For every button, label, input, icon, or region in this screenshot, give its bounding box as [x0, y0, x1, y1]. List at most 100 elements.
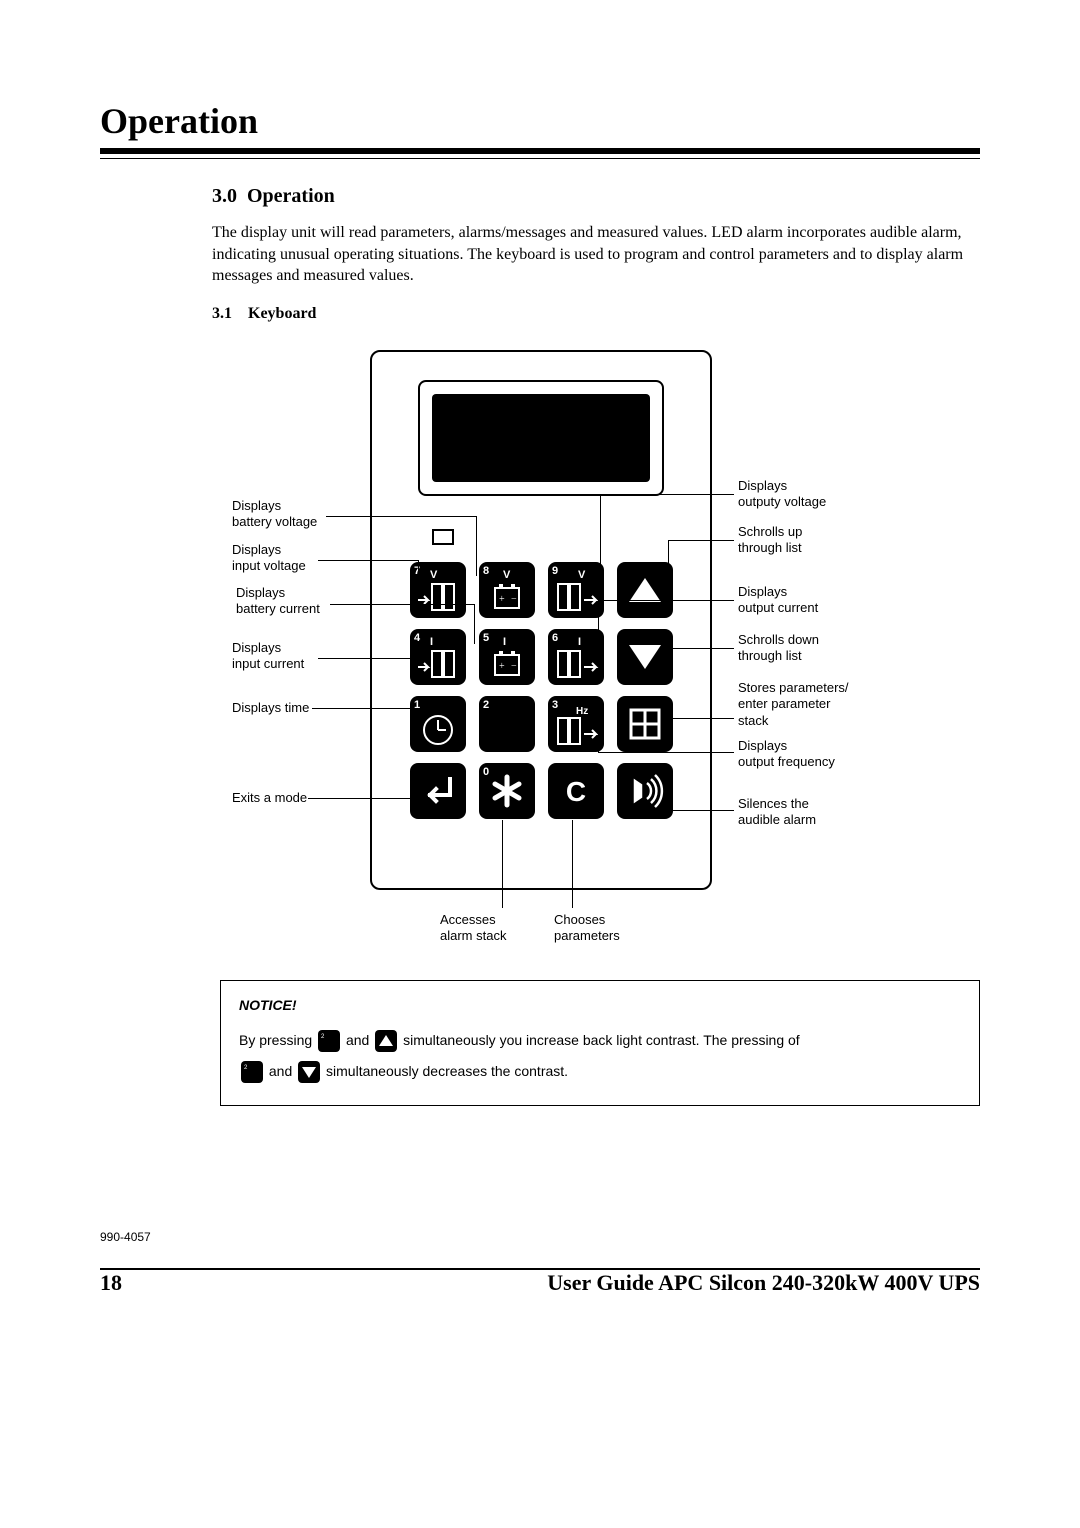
key-0-alarm-stack[interactable]: 0 [479, 763, 535, 819]
leader-line [600, 494, 734, 495]
callout-battery-voltage: Displays battery voltage [232, 498, 317, 531]
key-1-time[interactable]: 1 [410, 696, 466, 752]
doc-number: 990-4057 [100, 1230, 151, 1244]
svg-text:2: 2 [244, 1065, 248, 1071]
key-up[interactable] [617, 562, 673, 618]
leader-line [318, 560, 418, 561]
svg-text:V: V [430, 569, 438, 581]
page-number: 18 [100, 1270, 122, 1296]
svg-text:V: V [503, 569, 511, 581]
output-arrow-icon: V [548, 562, 604, 618]
leader-line [668, 540, 734, 541]
leader-line [600, 494, 601, 572]
key-c-choose[interactable]: C [548, 763, 604, 819]
section-paragraph: The display unit will read parameters, a… [212, 222, 972, 287]
leader-line [502, 820, 503, 908]
key-2[interactable]: 2 [479, 696, 535, 752]
callout-choose: Chooses parameters [554, 912, 620, 945]
callout-output-voltage: Displays outputy voltage [738, 478, 826, 511]
battery-icon: I+− [479, 629, 535, 685]
key-enter[interactable] [410, 763, 466, 819]
rule-thick [100, 148, 980, 154]
callout-scroll-up: Schrolls up through list [738, 524, 802, 557]
key-down[interactable] [617, 629, 673, 685]
leader-line [668, 810, 734, 811]
leader-line [598, 600, 734, 601]
callout-output-current: Displays output current [738, 584, 818, 617]
output-arrow-icon: I [548, 629, 604, 685]
arrow-up-icon [617, 562, 673, 618]
battery-icon: V +− [479, 562, 535, 618]
key-6-output-current[interactable]: 6 I [548, 629, 604, 685]
section-title: Operation [247, 185, 335, 207]
keypad: 7 V 8 V+− 9 V 4 I 5 I+− [410, 562, 672, 824]
leader-line [668, 792, 669, 810]
callout-scroll-down: Schrolls down through list [738, 632, 819, 665]
leader-line [598, 752, 734, 753]
svg-text:Hz: Hz [576, 706, 588, 717]
leader-line [572, 820, 573, 908]
minikey-up [375, 1030, 397, 1052]
svg-text:V: V [578, 569, 586, 581]
svg-text:2: 2 [321, 1034, 325, 1040]
key-store[interactable] [617, 696, 673, 752]
callout-battery-current: Displays battery current [236, 585, 320, 618]
svg-text:+: + [499, 661, 505, 672]
page: Operation 3.0 Operation The display unit… [0, 0, 1080, 1528]
callout-silence: Silences the audible alarm [738, 796, 816, 829]
clock-icon [410, 696, 466, 752]
callout-time: Displays time [232, 700, 309, 716]
key-8-input-voltage[interactable]: 8 V+− [479, 562, 535, 618]
leader-line [308, 798, 412, 799]
key-3-frequency[interactable]: 3 Hz [548, 696, 604, 752]
keyboard-panel: 7 V 8 V+− 9 V 4 I 5 I+− [370, 350, 712, 890]
key-5-input-current[interactable]: 5 I+− [479, 629, 535, 685]
key-9-output-voltage[interactable]: 9 V [548, 562, 604, 618]
lcd-frame [418, 380, 664, 496]
callout-input-current: Displays input current [232, 640, 304, 673]
rule-thin [100, 158, 980, 159]
leader-line [598, 600, 599, 644]
asterisk-icon [479, 763, 535, 819]
leader-line [326, 516, 476, 517]
section-heading: 3.0 Operation [212, 185, 972, 208]
alarm-icon [617, 763, 673, 819]
leader-line [330, 604, 474, 605]
leader-line [418, 560, 419, 580]
c-icon: C [548, 763, 604, 819]
minikey-2: 2 [318, 1030, 340, 1052]
notice-box: NOTICE! By pressing 2 and simultaneously… [220, 980, 980, 1106]
enter-icon [410, 763, 466, 819]
lcd-screen [432, 394, 650, 482]
notice-title: NOTICE! [239, 997, 297, 1013]
leader-line [668, 648, 734, 649]
svg-text:C: C [566, 776, 586, 807]
notice-text: By pressing [239, 1032, 316, 1048]
notice-text: simultaneously you increase back light c… [403, 1032, 800, 1048]
key-silence-alarm[interactable] [617, 763, 673, 819]
callout-alarm-stack: Accesses alarm stack [440, 912, 506, 945]
callout-output-frequency: Displays output frequency [738, 738, 835, 771]
notice-text: simultaneously decreases the contrast. [326, 1063, 568, 1079]
key-4-battery-current[interactable]: 4 I [410, 629, 466, 685]
leader-line [312, 708, 412, 709]
svg-text:−: − [511, 594, 517, 605]
content: 3.0 Operation The display unit will read… [212, 185, 972, 323]
subsection-heading: 3.1 Keyboard [212, 305, 972, 323]
callout-store: Stores parameters/ enter parameter stack [738, 680, 849, 729]
leader-line [598, 718, 599, 752]
notice-text: and [269, 1063, 296, 1079]
svg-text:I: I [503, 636, 506, 648]
subsection-title: Keyboard [248, 305, 316, 322]
input-arrow-icon: I [410, 629, 466, 685]
svg-text:I: I [578, 636, 581, 648]
svg-text:I: I [430, 636, 433, 648]
arrow-down-icon [617, 629, 673, 685]
callout-input-voltage: Displays input voltage [232, 542, 306, 575]
led-indicator [432, 529, 454, 545]
page-title: Operation [100, 100, 980, 142]
svg-text:+: + [499, 594, 505, 605]
minikey-2: 2 [241, 1061, 263, 1083]
leader-line [668, 718, 734, 719]
callout-exit: Exits a mode [232, 790, 307, 806]
